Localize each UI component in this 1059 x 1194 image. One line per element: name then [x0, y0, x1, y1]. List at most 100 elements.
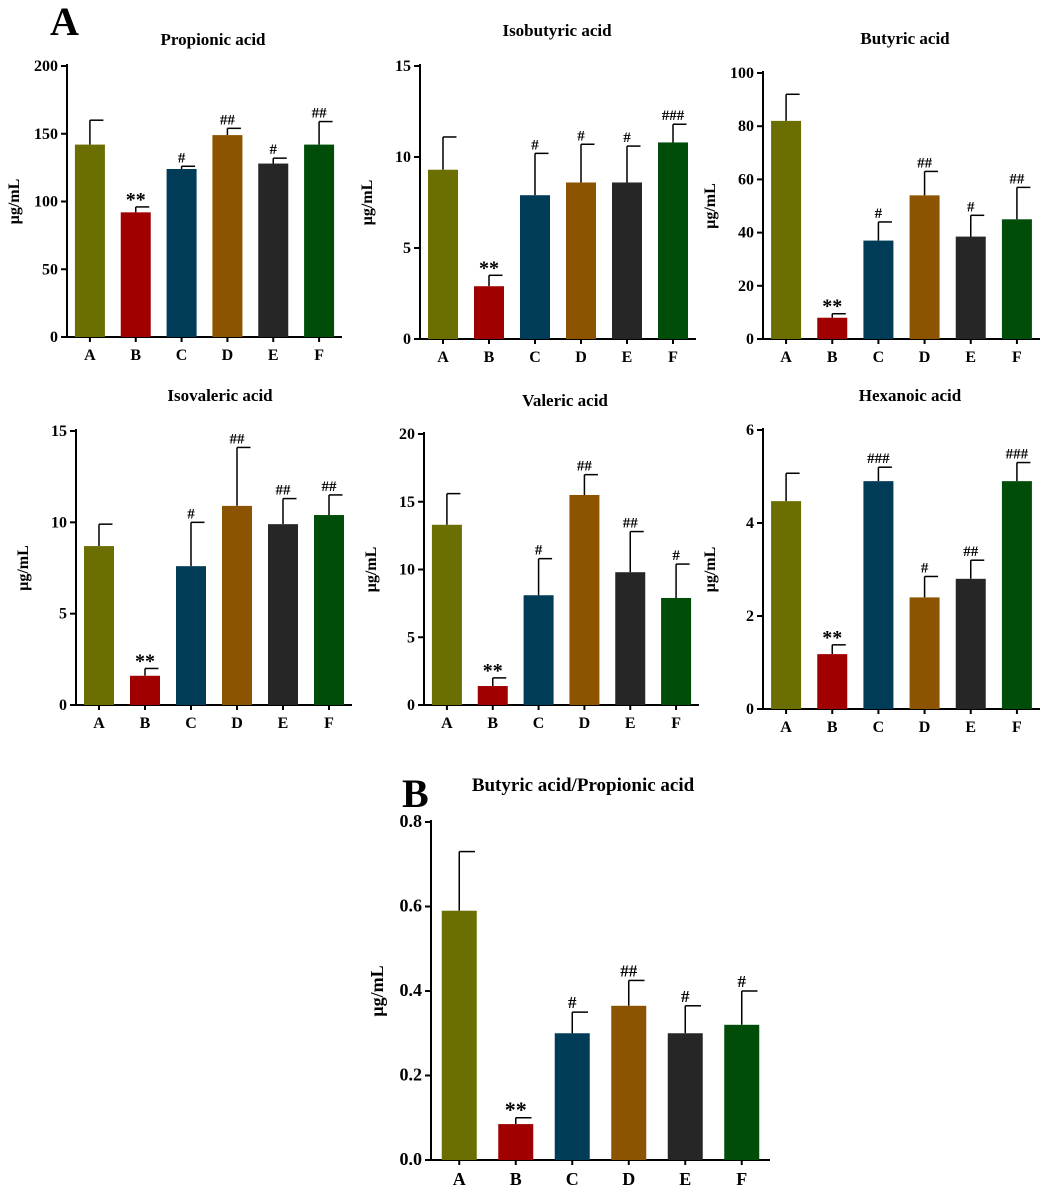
x-tick-label: A [453, 1169, 466, 1189]
bar-b [130, 675, 160, 705]
bar-e [615, 572, 646, 705]
bar-b [817, 654, 848, 709]
x-tick-label: E [278, 715, 289, 732]
significance-label: ## [917, 155, 933, 171]
x-tick-label: B [827, 719, 838, 736]
x-tick-label: F [668, 349, 678, 366]
significance-label: # [967, 199, 975, 215]
significance-label: # [672, 548, 680, 564]
chart-butyric-acid-propionic-acid: Butyric acid/Propionic acid μg/mL 0.0 0.2 0.… [367, 775, 770, 1189]
significance-label: ## [1009, 171, 1025, 187]
significance-label: ** [483, 660, 503, 682]
bar-e [955, 236, 986, 339]
x-tick-label: F [324, 715, 334, 732]
bar-d [909, 597, 940, 709]
bar-b [120, 212, 151, 337]
y-tick-label: 10 [399, 562, 415, 579]
bar-a [431, 524, 462, 705]
bar-f [1001, 481, 1032, 709]
bar-e [258, 163, 289, 337]
bar-d [569, 494, 600, 705]
chart-title: Valeric acid [522, 391, 608, 410]
y-tick-label: 50 [42, 261, 58, 278]
bar-f [314, 515, 344, 705]
y-tick-label: 10 [51, 514, 67, 531]
y-axis-label: μg/mL [363, 547, 380, 593]
significance-label: ** [505, 1097, 527, 1122]
chart-title: Isobutyric acid [502, 21, 612, 40]
bar-d [909, 195, 940, 339]
x-tick-label: D [919, 719, 931, 736]
x-tick-label: F [1012, 349, 1022, 366]
bar-a [771, 120, 802, 339]
bar-d [222, 505, 252, 705]
y-tick-label: 100 [34, 194, 58, 211]
bar-d [212, 135, 243, 337]
x-tick-label: D [222, 347, 234, 364]
x-tick-label: A [437, 349, 449, 366]
bar-c [523, 595, 554, 705]
bar-e [268, 524, 298, 705]
significance-label: ## [963, 544, 979, 560]
bar-f [1001, 219, 1032, 339]
x-tick-label: D [919, 349, 931, 366]
y-tick-label: 60 [738, 171, 754, 188]
x-tick-label: C [566, 1169, 579, 1189]
chart-title: Butyric acid [860, 29, 950, 48]
bar-f [724, 1024, 760, 1160]
bar-d [611, 1005, 647, 1160]
x-tick-label: A [780, 349, 792, 366]
chart-isobutyric-acid: Isobutyric acid μg/mL 0 5 10 15 A B ** C # D # E # F ### [359, 21, 696, 366]
chart-butyric-acid: Butyric acid μg/mL 0 20 40 60 80 100 A B ** C # D ## E #… [702, 29, 1040, 366]
chart-title: Hexanoic acid [859, 386, 962, 405]
y-tick-label: 5 [407, 629, 415, 646]
x-tick-label: D [579, 715, 591, 732]
x-tick-label: C [185, 715, 197, 732]
x-tick-label: E [965, 719, 976, 736]
x-tick-label: D [231, 715, 243, 732]
bar-c [520, 195, 550, 339]
significance-label: ** [135, 650, 155, 672]
significance-label: # [738, 972, 747, 991]
significance-label: # [270, 142, 278, 158]
y-tick-label: 15 [51, 423, 67, 440]
x-tick-label: E [268, 347, 279, 364]
significance-label: ** [479, 257, 499, 279]
chart-isovaleric-acid: Isovaleric acid μg/mL 0 5 10 15 A B ** C # D ## E ## F #… [15, 386, 352, 732]
significance-label: # [178, 150, 186, 166]
bar-c [554, 1033, 590, 1160]
x-tick-label: E [965, 349, 976, 366]
y-tick-label: 2 [746, 608, 754, 625]
x-tick-label: C [873, 349, 885, 366]
x-tick-label: C [176, 347, 188, 364]
chart-title: Isovaleric acid [167, 386, 273, 405]
y-tick-label: 6 [746, 422, 754, 439]
significance-label: ## [276, 483, 292, 499]
significance-label: # [187, 506, 195, 522]
y-tick-label: 40 [738, 225, 754, 242]
significance-label: ### [662, 108, 685, 124]
significance-label: ## [623, 516, 639, 532]
significance-label: ## [312, 106, 328, 122]
y-tick-label: 15 [399, 494, 415, 511]
y-tick-label: 0 [746, 331, 754, 348]
y-tick-label: 0 [407, 697, 415, 714]
x-tick-label: D [575, 349, 587, 366]
y-tick-label: 4 [746, 515, 754, 532]
bar-f [304, 144, 335, 337]
significance-label: ## [220, 112, 236, 128]
significance-label: ** [822, 627, 842, 649]
significance-label: # [535, 543, 543, 559]
y-tick-label: 0.6 [400, 896, 423, 916]
y-tick-label: 0.2 [400, 1065, 423, 1085]
bar-c [176, 566, 206, 705]
significance-label: ## [577, 459, 593, 475]
bar-a [428, 169, 458, 339]
bar-a [74, 144, 105, 337]
y-tick-label: 100 [730, 65, 754, 82]
significance-label: # [921, 560, 929, 576]
y-tick-label: 10 [395, 149, 411, 166]
bar-c [863, 240, 894, 339]
